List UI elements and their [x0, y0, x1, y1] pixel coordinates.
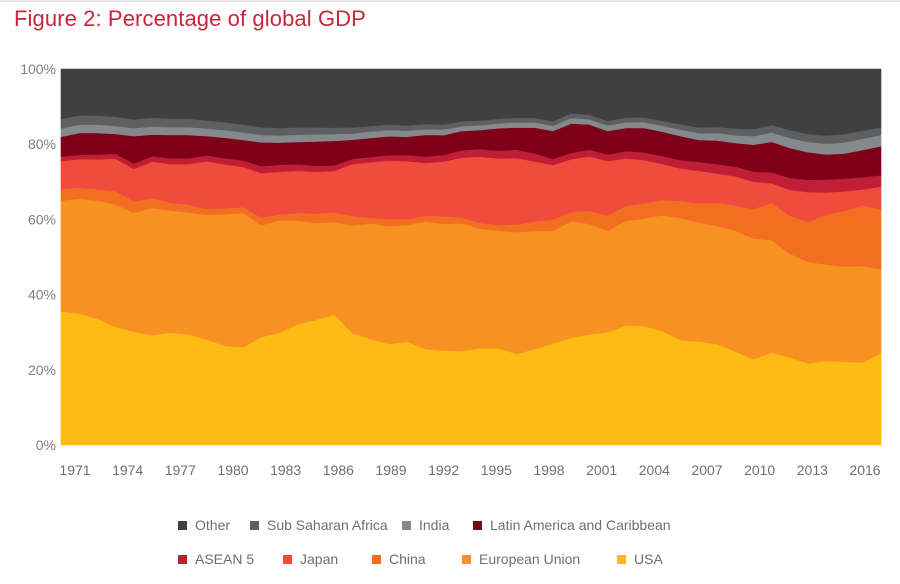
- legend-swatch: [462, 554, 471, 564]
- legend-label: USA: [634, 551, 663, 567]
- legend-item-japan: Japan: [283, 551, 338, 567]
- legend-swatch: [178, 520, 187, 530]
- x-tick-label: 1986: [323, 462, 354, 478]
- x-tick-label: 1983: [270, 462, 301, 478]
- area-layers: [60, 68, 882, 446]
- legend-item-usa: USA: [617, 551, 663, 567]
- legend-swatch: [617, 554, 626, 564]
- y-tick-label: 20%: [28, 362, 56, 378]
- legend-item-china: China: [372, 551, 426, 567]
- legend-item-latin-america: Latin America and Caribbean: [473, 517, 671, 533]
- legend-swatch: [402, 520, 411, 530]
- legend-label: Other: [195, 517, 231, 533]
- legend-swatch: [178, 554, 187, 564]
- legend-label: China: [389, 551, 426, 567]
- x-tick-label: 1998: [533, 462, 564, 478]
- x-tick-label: 2013: [797, 462, 828, 478]
- legend-item-european-union: European Union: [462, 551, 580, 567]
- y-tick-label: 40%: [28, 287, 56, 303]
- x-tick-label: 2001: [586, 462, 617, 478]
- chart-title: Figure 2: Percentage of global GDP: [14, 6, 366, 31]
- legend-label: Latin America and Caribbean: [490, 517, 671, 533]
- legend-label: Japan: [300, 551, 339, 567]
- legend-item-asean-5: ASEAN 5: [178, 551, 254, 567]
- y-tick-label: 80%: [28, 136, 56, 152]
- x-tick-label: 2010: [744, 462, 775, 478]
- area-other: [60, 68, 882, 136]
- x-tick-label: 1971: [59, 462, 90, 478]
- x-tick-label: 1977: [165, 462, 196, 478]
- legend-swatch: [372, 554, 381, 564]
- legend-swatch: [283, 554, 292, 564]
- x-tick-label: 2004: [639, 462, 670, 478]
- x-tick-label: 1974: [112, 462, 143, 478]
- legend-label: ASEAN 5: [195, 551, 255, 567]
- y-tick-label: 60%: [28, 211, 56, 227]
- x-tick-label: 2016: [849, 462, 880, 478]
- legend-item-other: Other: [178, 517, 230, 533]
- legend-swatch: [250, 520, 259, 530]
- top-border: [0, 0, 900, 2]
- legend-label: India: [419, 517, 450, 533]
- y-tick-label: 0%: [36, 437, 56, 453]
- x-tick-label: 1980: [217, 462, 248, 478]
- legend-label: Sub Saharan Africa: [267, 517, 388, 533]
- x-tick-label: 1992: [428, 462, 459, 478]
- y-axis-ticks: 0% 20% 40% 60% 80% 100%: [20, 61, 56, 453]
- x-tick-label: 2007: [691, 462, 722, 478]
- x-tick-label: 1989: [375, 462, 406, 478]
- legend-swatch: [473, 520, 482, 530]
- x-tick-label: 1995: [481, 462, 512, 478]
- legend-label: European Union: [479, 551, 581, 567]
- legend-item-sub-saharan-africa: Sub Saharan Africa: [250, 517, 388, 533]
- x-axis-ticks: 1971 1974 1977 1980 1983 1986 1989 1992 1995 1998…: [59, 462, 880, 478]
- y-tick-label: 100%: [20, 61, 56, 77]
- legend-item-india: India: [402, 517, 449, 533]
